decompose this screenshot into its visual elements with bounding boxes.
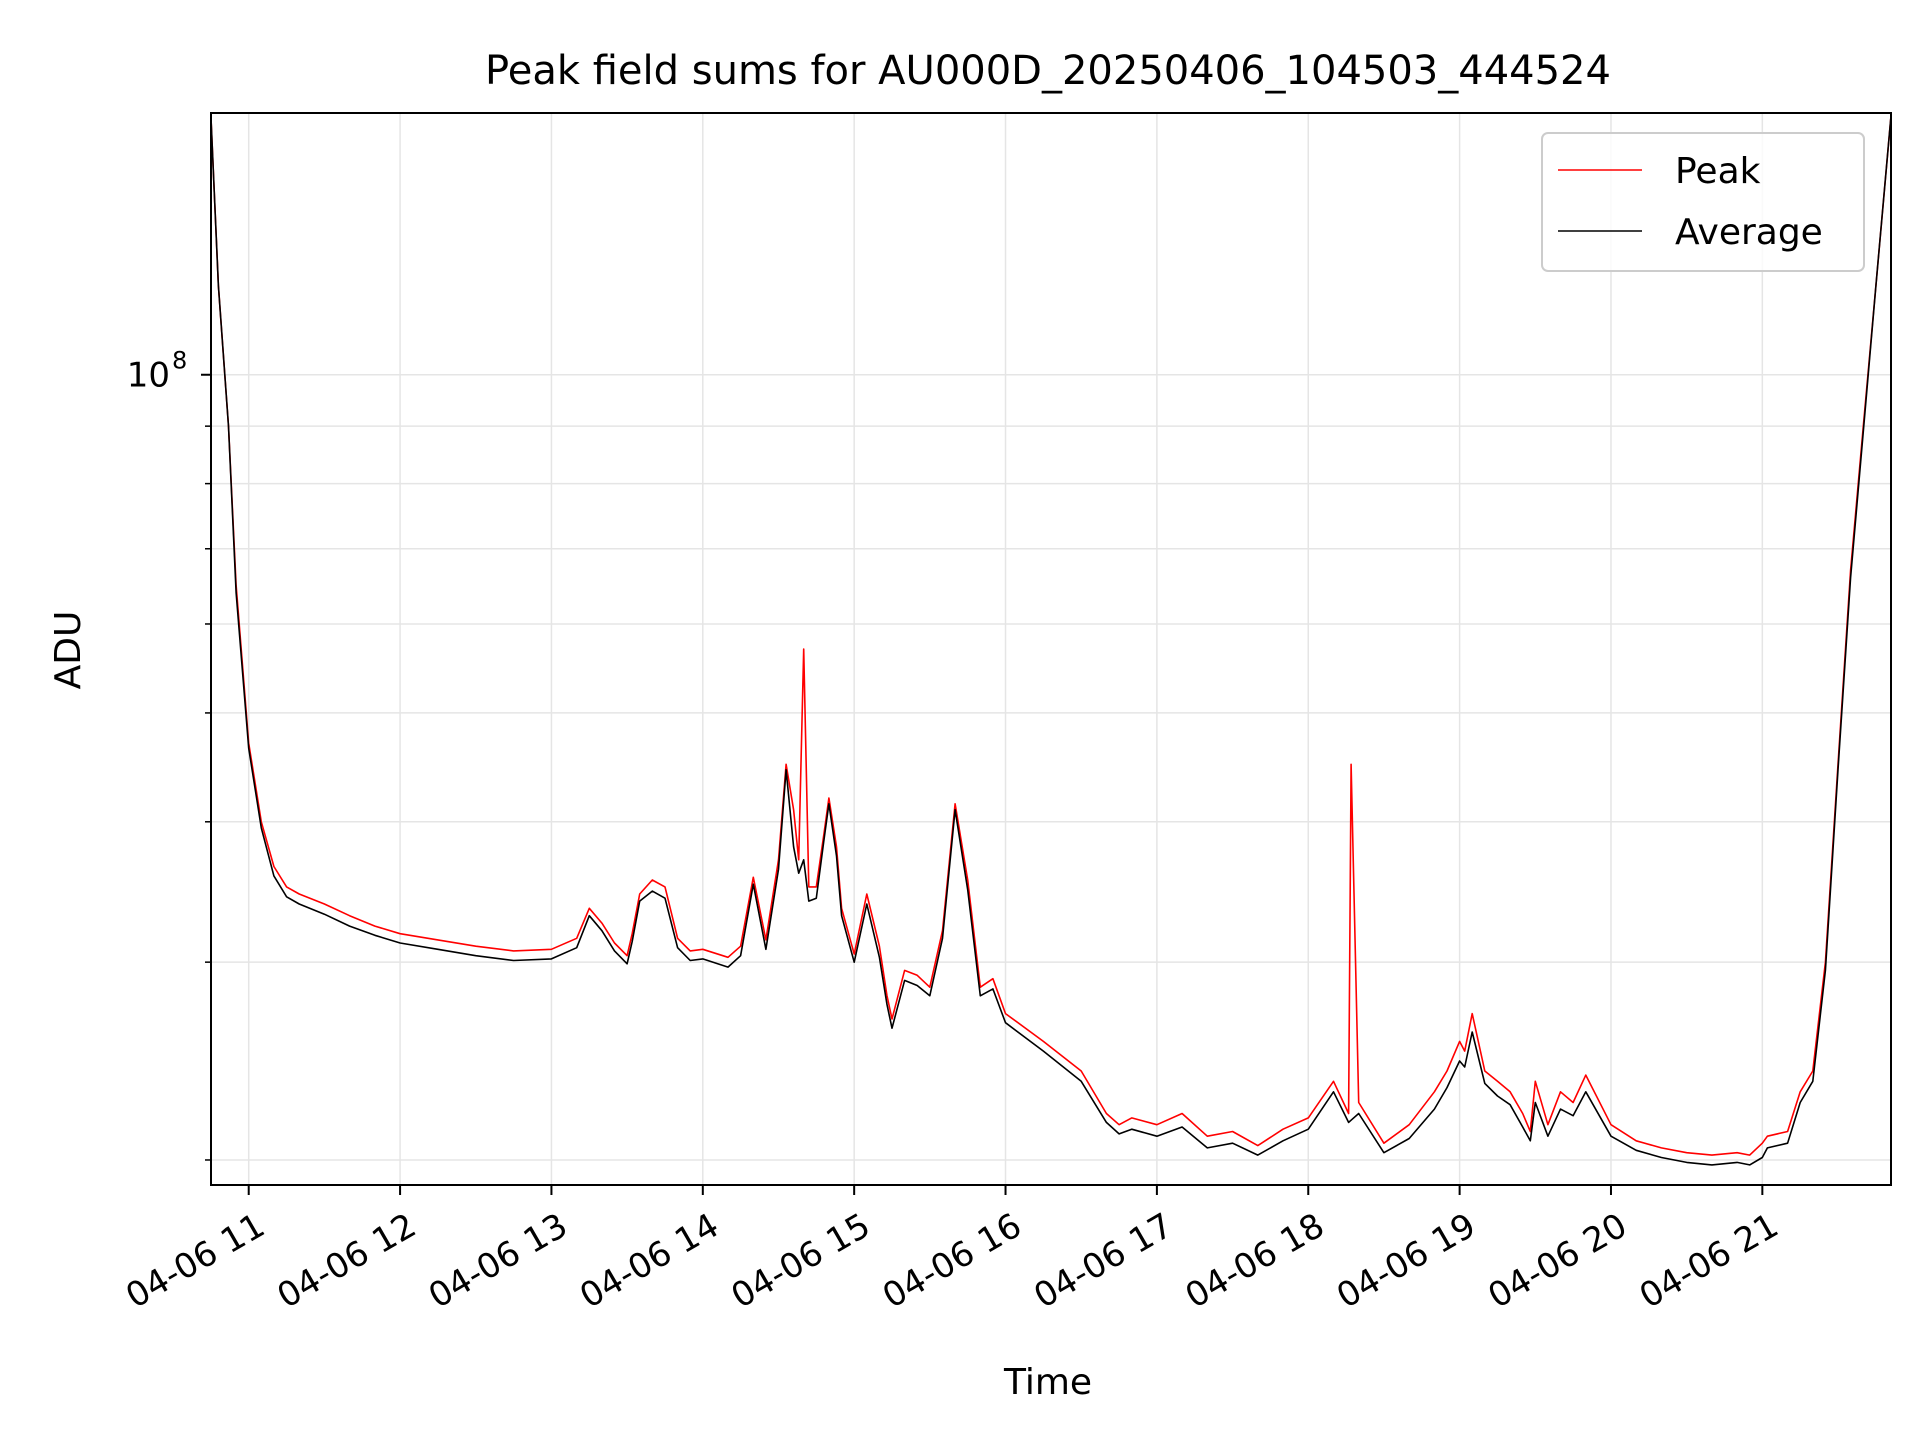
chart-title: Peak field sums for AU000D_20250406_1045… [485, 48, 1611, 94]
plot-frame [210, 112, 1892, 1186]
y-tick-label-base: 10 [127, 356, 170, 396]
series-line-average [210, 115, 1892, 1166]
y-tick-label-exponent: 8 [172, 347, 187, 375]
grid-lines [211, 113, 1891, 1185]
legend: Peak Average [1541, 132, 1865, 272]
legend-peak-label: Peak [1675, 151, 1761, 192]
legend-average-label: Average [1675, 212, 1823, 253]
series-line-peak [210, 115, 1892, 1156]
series-layer [210, 115, 1892, 1166]
x-axis-label: Time [1003, 1362, 1092, 1403]
legend-box [1541, 132, 1865, 272]
y-axis-label: ADU [48, 611, 89, 690]
